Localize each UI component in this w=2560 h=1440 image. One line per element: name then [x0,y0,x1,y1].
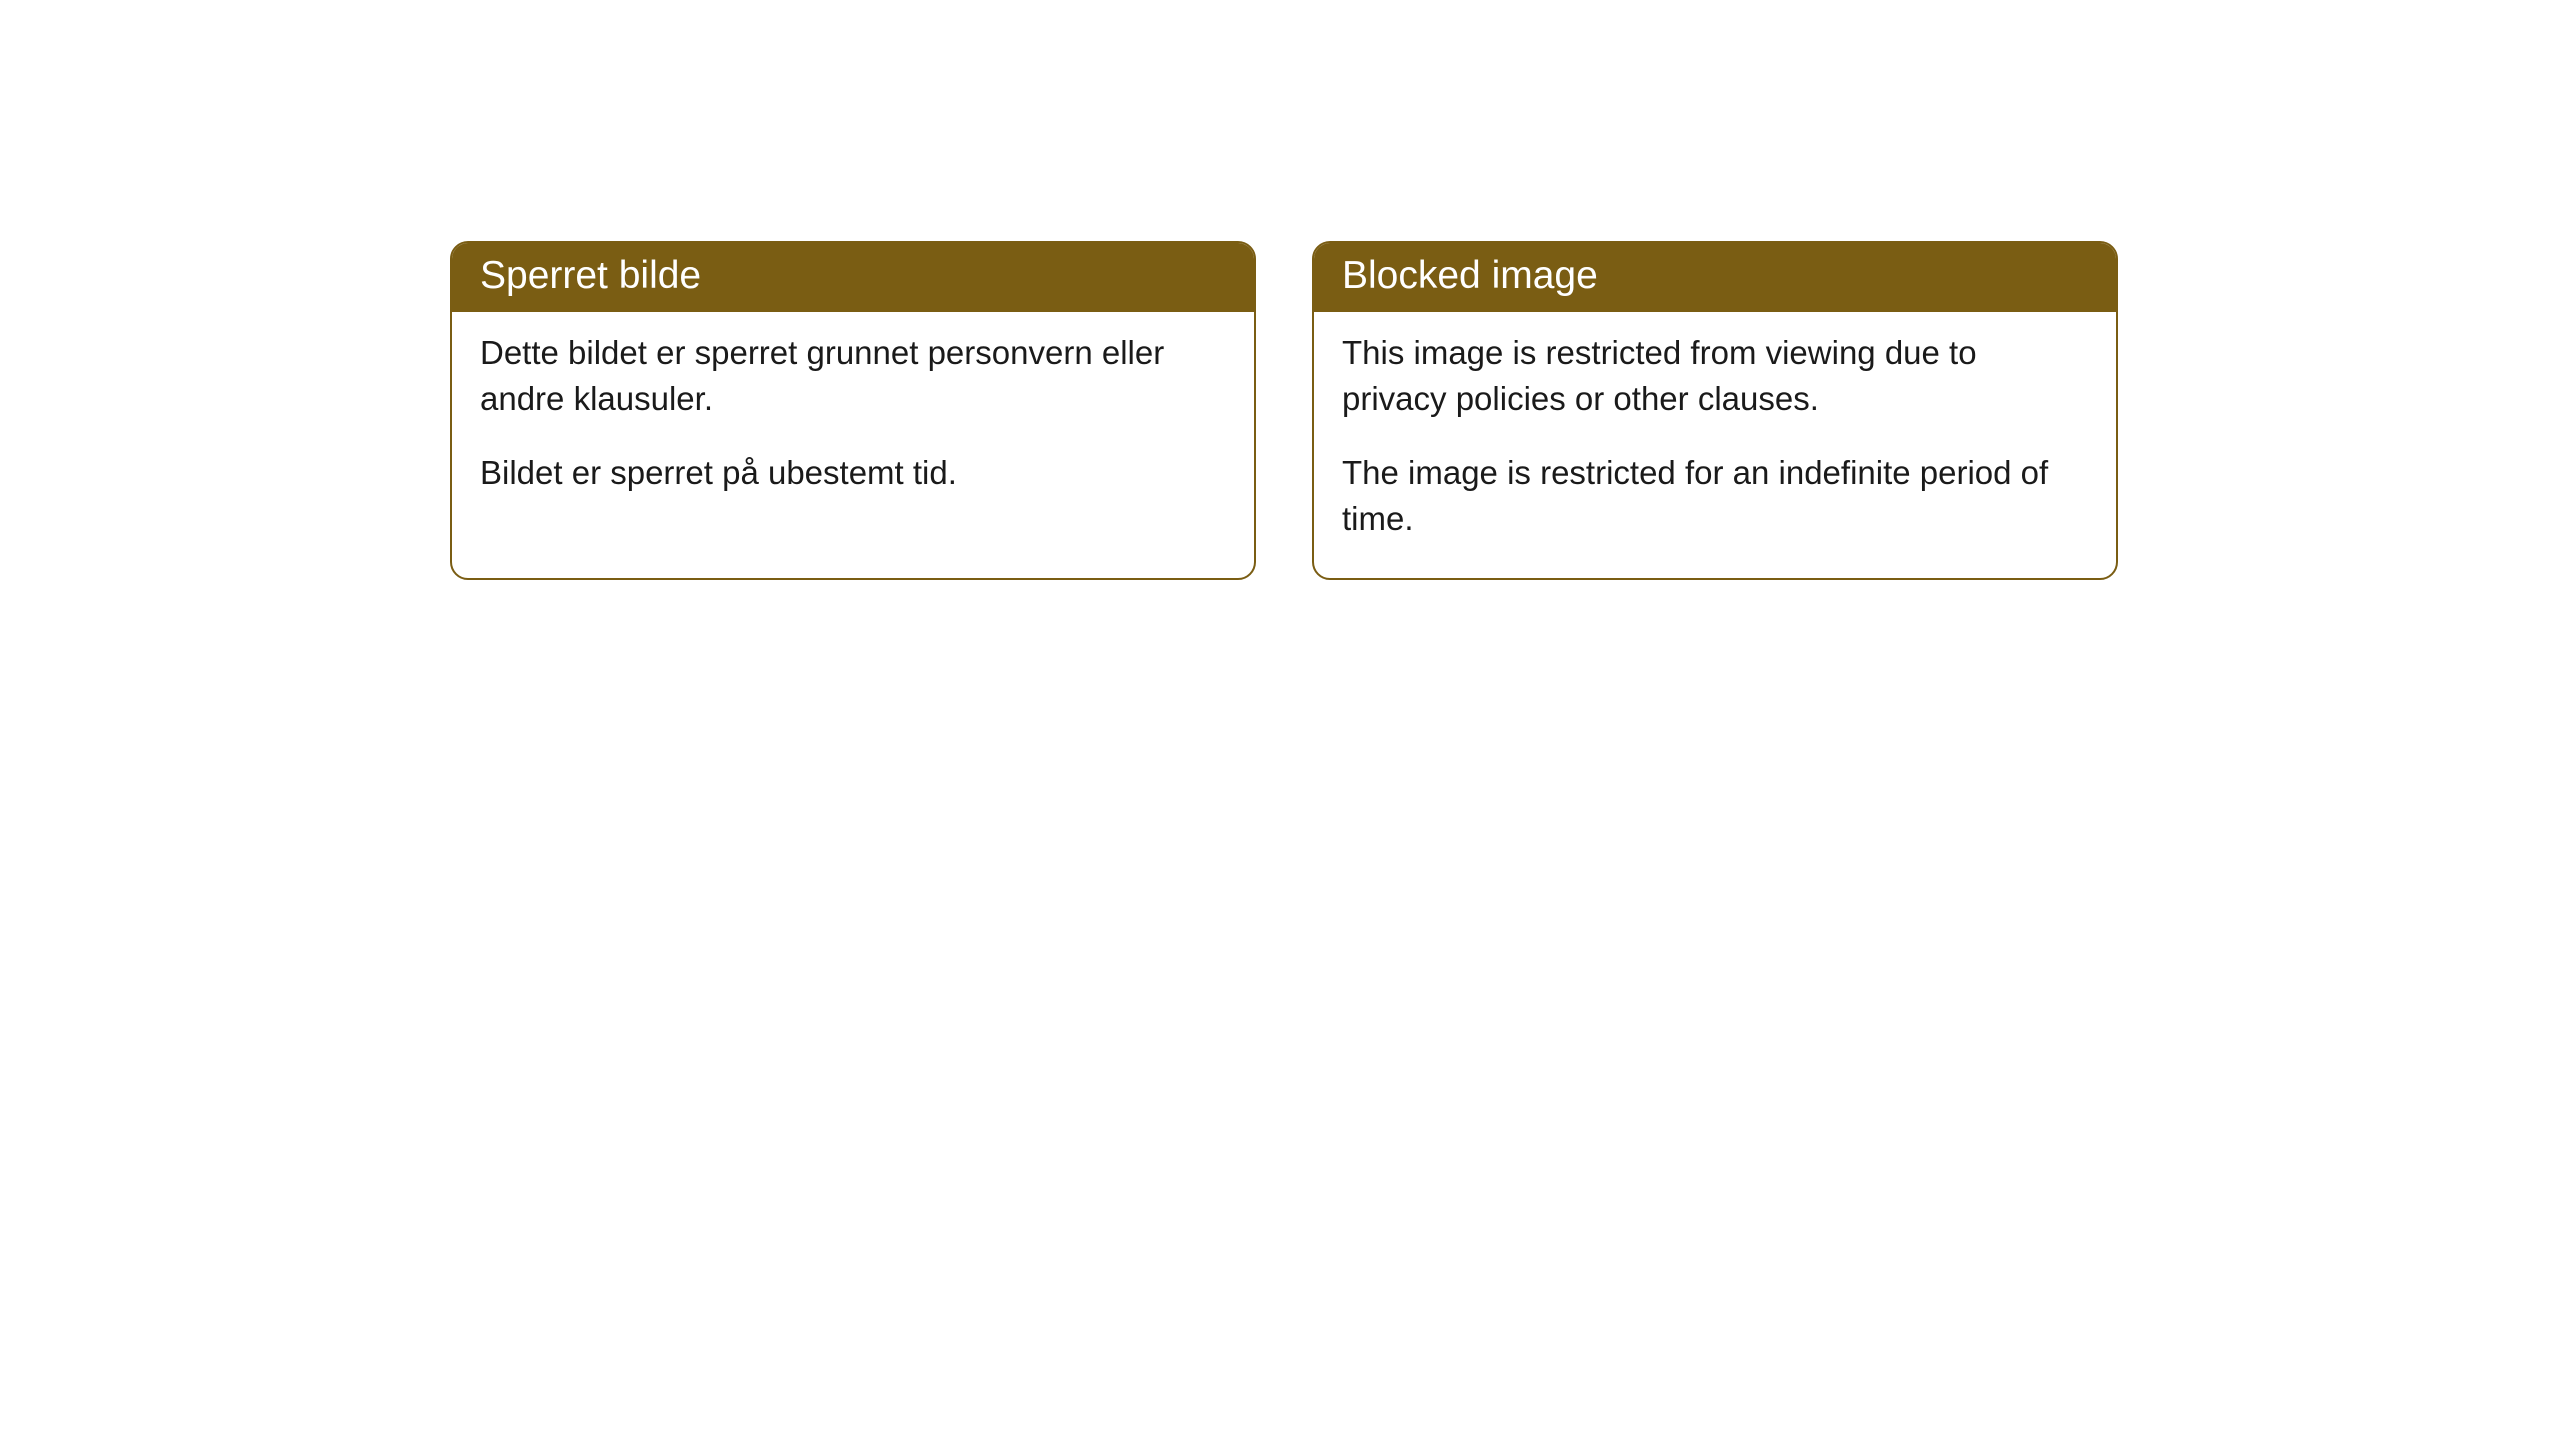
cards-container: Sperret bilde Dette bildet er sperret gr… [450,241,2118,580]
card-header: Sperret bilde [452,243,1254,312]
card-body: Dette bildet er sperret grunnet personve… [452,312,1254,533]
card-paragraph: Dette bildet er sperret grunnet personve… [480,330,1226,422]
card-paragraph: The image is restricted for an indefinit… [1342,450,2088,542]
card-title: Blocked image [1342,254,1598,297]
card-header: Blocked image [1314,243,2116,312]
card-title: Sperret bilde [480,254,701,297]
card-paragraph: This image is restricted from viewing du… [1342,330,2088,422]
notice-card-norwegian: Sperret bilde Dette bildet er sperret gr… [450,241,1256,580]
card-paragraph: Bildet er sperret på ubestemt tid. [480,450,1226,496]
card-body: This image is restricted from viewing du… [1314,312,2116,579]
notice-card-english: Blocked image This image is restricted f… [1312,241,2118,580]
